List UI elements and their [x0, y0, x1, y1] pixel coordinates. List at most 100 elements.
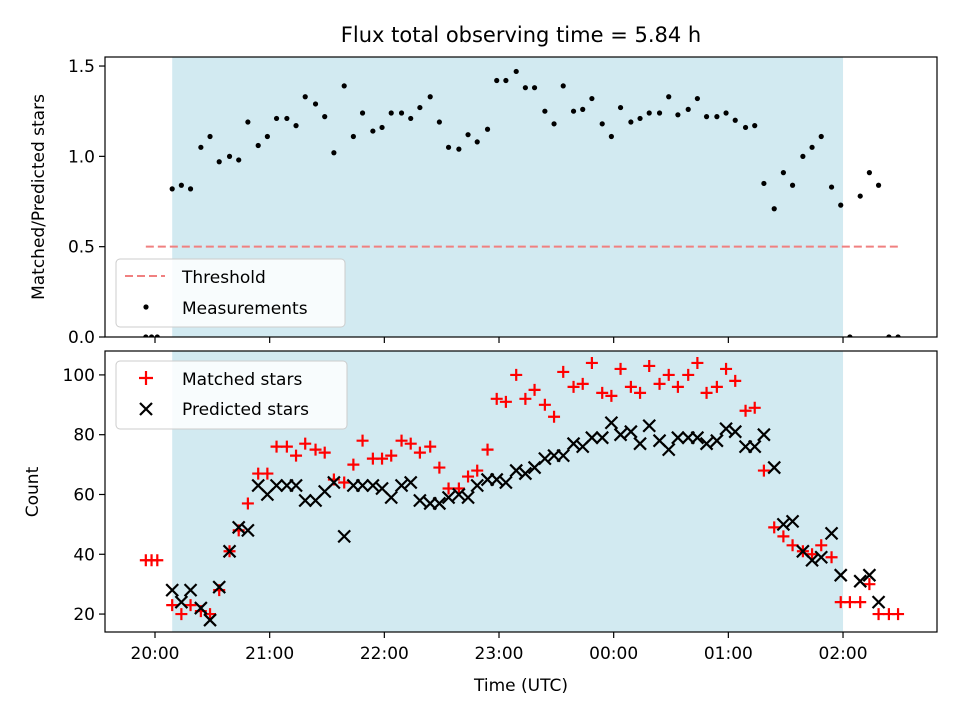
- bottom-series-1-point-11: [269, 478, 284, 493]
- bottom-series-1-point-52: [661, 442, 676, 457]
- bottom-series-0-point-79: [892, 608, 905, 621]
- top-series-0-point-44: [560, 83, 566, 89]
- bottom-plot-area: [139, 351, 905, 632]
- bottom-ytick-label-2: 60: [73, 485, 95, 505]
- top-ytick-label-0: 0.0: [68, 328, 95, 348]
- bottom-series-1-point-30: [452, 487, 466, 502]
- bottom-series-1-point-0: [165, 583, 179, 597]
- bottom-series-0-point-22: [347, 458, 360, 471]
- top-series-0-point-46: [580, 106, 586, 112]
- bottom-series-0-point-19: [318, 446, 331, 459]
- bottom-ytick-label-1: 40: [73, 545, 95, 565]
- bottom-series-1-point-72: [862, 568, 877, 582]
- bottom-series-1-point-73: [871, 595, 886, 609]
- top-series-0-point-37: [494, 77, 500, 84]
- top-series-0-point-23: [359, 110, 366, 116]
- top-series-0-point-56: [675, 112, 681, 118]
- bottom-series-0-point-74: [843, 596, 856, 609]
- top-series-0-point-71: [818, 133, 824, 140]
- predicted-legend-label: Predicted stars: [182, 400, 309, 420]
- top-series-0-point-20: [331, 150, 337, 156]
- top-series-0-point-31: [436, 119, 442, 125]
- bottom-series-1-point-48: [624, 424, 638, 439]
- bottom-series-1-point-56: [699, 436, 714, 451]
- top-series-0-point-77: [875, 182, 882, 188]
- top-legend: Threshold Measurements: [115, 258, 346, 328]
- top-series-0-point-69: [800, 153, 806, 159]
- top-series-0-point-32: [445, 144, 452, 150]
- top-series-0-point-73: [838, 202, 844, 208]
- bottom-legend: Matched stars Predicted stars: [115, 360, 348, 430]
- bottom-series-0-point-46: [576, 377, 589, 390]
- bottom-series-0-point-5: [184, 599, 197, 612]
- top-series-0-point-50: [617, 104, 624, 111]
- top-series-0-point-67: [780, 170, 786, 176]
- bottom-series-0-point-70: [806, 548, 819, 561]
- bottom-series-1-point-46: [604, 415, 619, 430]
- top-series-0-point-1: [148, 334, 155, 337]
- top-series-0-point-9: [226, 153, 233, 159]
- top-series-0-point-57: [685, 106, 691, 112]
- top-series-0-point-5: [187, 186, 194, 192]
- bottom-series-0-point-66: [768, 521, 781, 534]
- top-series-0-point-7: [207, 133, 213, 140]
- bottom-series-1-point-3: [194, 601, 208, 615]
- top-series-0-point-24: [370, 128, 376, 134]
- bottom-series-1-point-20: [355, 478, 370, 493]
- top-ytick-label-2: 1.0: [68, 147, 95, 167]
- bottom-series-1-point-63: [767, 460, 781, 475]
- bottom-series-1-point-69: [824, 526, 839, 541]
- bottom-series-0-point-33: [452, 482, 465, 495]
- bottom-series-0-point-71: [815, 539, 828, 552]
- bottom-series-0-point-21: [338, 476, 351, 489]
- top-series-0-point-65: [761, 180, 767, 187]
- bottom-ytick-label-0: 20: [73, 605, 95, 625]
- bottom-series-0-point-23: [356, 434, 369, 447]
- bottom-series-1-point-49: [633, 436, 647, 451]
- xtick-label-3: 23:00: [475, 644, 524, 664]
- bottom-series-0-point-47: [585, 356, 598, 369]
- bottom-series-0-point-44: [557, 365, 570, 378]
- bottom-axes-frame: [104, 350, 938, 633]
- bottom-series-0-point-68: [786, 539, 799, 552]
- top-series-0-point-18: [312, 101, 319, 107]
- bottom-series-0-point-31: [433, 461, 446, 474]
- bottom-series-0-point-75: [854, 596, 867, 609]
- bottom-series-0-point-65: [757, 464, 770, 477]
- top-series-0-point-66: [771, 206, 777, 212]
- bottom-series-1-point-1: [174, 595, 189, 609]
- bottom-series-1-point-23: [384, 490, 398, 505]
- bottom-series-1-point-8: [241, 523, 255, 538]
- top-series-0-point-8: [216, 159, 222, 165]
- bottom-series-1-point-29: [441, 490, 456, 505]
- bottom-series-1-point-65: [785, 514, 800, 529]
- top-series-0-point-45: [570, 108, 577, 114]
- bottom-series-0-point-54: [653, 377, 666, 390]
- bottom-series-1-point-18: [337, 529, 351, 544]
- measurements-legend-label: Measurements: [182, 299, 308, 319]
- bottom-series-1-point-28: [432, 496, 447, 511]
- bottom-series-0-point-41: [528, 383, 541, 396]
- bottom-series-0-point-62: [729, 374, 742, 387]
- bottom-series-0-point-50: [614, 362, 627, 375]
- bottom-series-0-point-4: [175, 608, 188, 621]
- top-y-axis-label: Matched/Predicted stars: [29, 94, 49, 300]
- bottom-series-1-point-36: [509, 463, 523, 478]
- bottom-series-1-point-44: [585, 430, 599, 445]
- bottom-series-0-point-30: [424, 440, 437, 453]
- top-series-0-point-13: [264, 133, 270, 140]
- bottom-series-1-point-39: [538, 451, 552, 466]
- bottom-series-1-point-57: [710, 433, 724, 448]
- matched-legend-label: Matched stars: [182, 370, 302, 390]
- bottom-series-0-point-29: [413, 446, 426, 459]
- bottom-series-1-point-42: [566, 436, 581, 451]
- bottom-series-0-point-58: [691, 356, 704, 369]
- top-ytick-label-3: 1.5: [68, 57, 95, 77]
- bottom-series-1-point-21: [366, 478, 380, 493]
- bottom-series-1-point-70: [833, 568, 848, 582]
- bottom-series-1-point-62: [757, 427, 771, 442]
- bottom-series-0-point-45: [567, 380, 580, 393]
- bottom-series-0-point-52: [634, 386, 647, 399]
- bottom-ytick-label-4: 100: [63, 366, 95, 386]
- bottom-series-1-point-13: [289, 478, 303, 493]
